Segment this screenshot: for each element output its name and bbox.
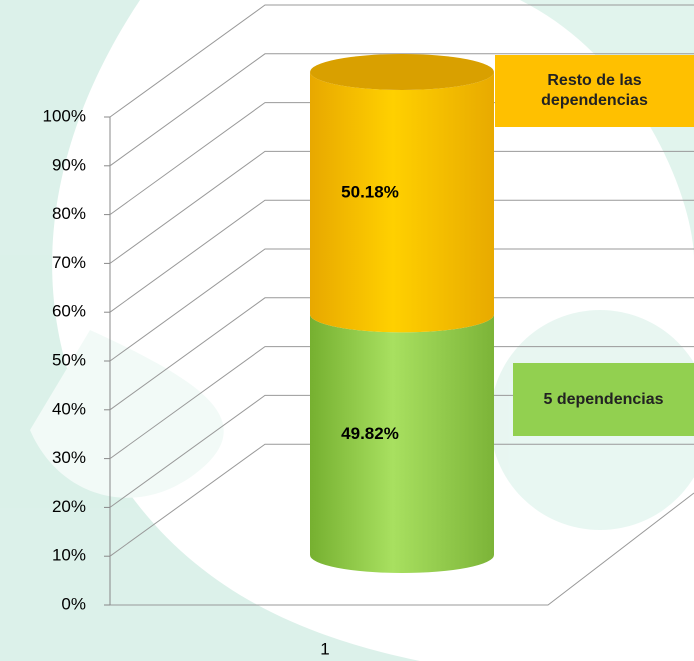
y-tick-label: 20%: [52, 497, 86, 516]
data-label: 49.82%: [341, 424, 399, 443]
legend-entry: Resto de las dependencias: [495, 55, 694, 127]
grid-line: [109, 297, 694, 411]
y-tick-label: 0%: [61, 594, 86, 613]
y-tick-label: 50%: [52, 350, 86, 369]
grid-line: [109, 199, 694, 313]
grid-line: [109, 150, 694, 264]
legend-entry: 5 dependencias: [513, 363, 694, 436]
y-tick-label: 90%: [52, 155, 86, 174]
x-tick-label: 1: [320, 639, 329, 658]
grid-line: [109, 4, 694, 118]
y-tick-label: 70%: [52, 253, 86, 272]
y-tick-label: 30%: [52, 448, 86, 467]
grid-line: [109, 346, 694, 460]
y-tick-label: 40%: [52, 399, 86, 418]
data-label: 50.18%: [341, 183, 399, 202]
y-tick-label: 60%: [52, 302, 86, 321]
grid-line: [109, 53, 694, 167]
y-tick-label: 10%: [52, 546, 86, 565]
y-tick-label: 80%: [52, 204, 86, 223]
grid-line: [109, 248, 694, 362]
bar-segment: [310, 314, 494, 573]
bar-top: [310, 54, 494, 90]
floor: [110, 492, 694, 606]
grid-line: [109, 443, 694, 557]
y-tick-label: 100%: [43, 106, 86, 125]
bar-segment: [310, 72, 494, 333]
